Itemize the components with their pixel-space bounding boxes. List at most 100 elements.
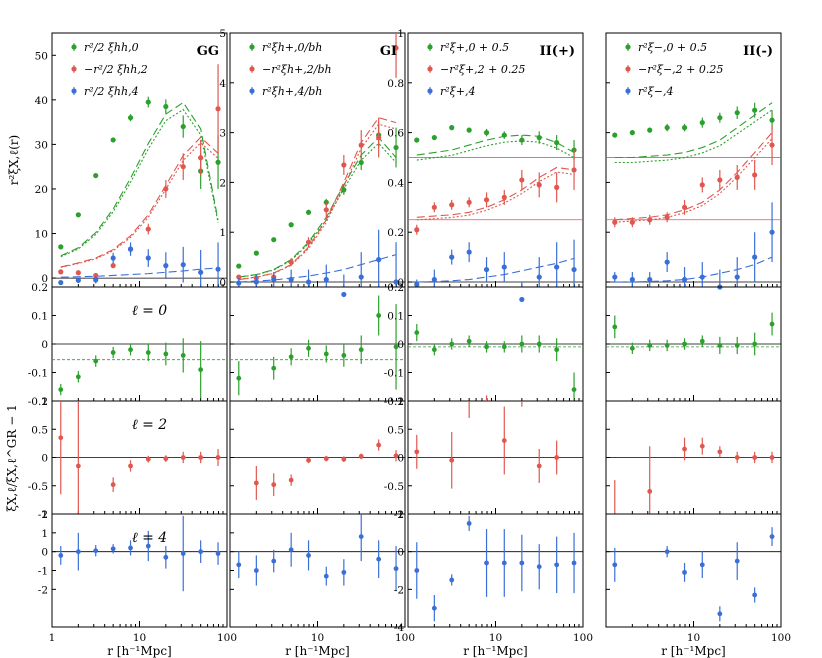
ratio-point <box>682 341 687 347</box>
ratio-point <box>752 341 758 347</box>
ratio-point <box>341 569 347 575</box>
ratio-y-tick-label: 0.5 <box>387 424 404 436</box>
ratio-y-tick-label: 0 <box>41 453 48 465</box>
data-l0-point <box>393 144 399 151</box>
ratio-point <box>699 562 705 568</box>
ratio-y-tick-label: -1 <box>38 566 48 578</box>
ratio-point <box>376 442 382 448</box>
data-l0-point <box>110 137 116 143</box>
data-l2-point <box>717 177 723 183</box>
ratio-point <box>376 313 382 318</box>
data-l4-point <box>376 257 382 263</box>
y-tick-label: 0 <box>397 277 404 289</box>
ratio-point <box>717 449 723 455</box>
x-tick-label: 10 <box>133 632 146 644</box>
y-tick-label: 0 <box>41 273 48 285</box>
ratio-point <box>198 455 204 460</box>
ratio-y-tick-label: 1 <box>397 396 404 408</box>
ratio-point <box>393 344 399 350</box>
ratio-point <box>571 560 577 566</box>
data-l0-point <box>236 263 242 269</box>
ratio-point <box>58 553 64 558</box>
ratio-point <box>288 547 294 553</box>
data-l4-point <box>358 274 364 280</box>
legend-label: r²/2 ξhh,4 <box>84 85 139 98</box>
data-l0-point <box>501 132 507 138</box>
data-l2-point <box>93 272 99 279</box>
data-l4-point <box>466 249 472 255</box>
data-l4-point <box>163 263 169 269</box>
data-l2-point <box>647 217 653 223</box>
data-l2-point <box>501 194 507 200</box>
data-l4-point <box>483 266 490 273</box>
ratio-y-tick-label: 1 <box>41 528 48 540</box>
ratio-point <box>414 449 420 455</box>
data-l4-point <box>734 274 740 280</box>
data-l2-point <box>431 204 437 210</box>
data-l2-point <box>145 226 151 232</box>
ratio-point <box>717 611 723 617</box>
ratio-point <box>163 554 169 560</box>
legend-label: −r²ξh+,2/bh <box>262 63 332 76</box>
data-l4-point <box>180 262 186 268</box>
ratio-frame <box>605 513 782 628</box>
ratio-point <box>734 455 740 460</box>
ratio-point <box>180 551 186 556</box>
x-axis-label: r [h⁻¹Mpc] <box>107 644 171 658</box>
model-l2 <box>238 117 397 281</box>
ratio-point <box>215 551 221 556</box>
y-tick-label: 1 <box>219 227 226 239</box>
ratio-point <box>110 350 116 355</box>
data-l4-point <box>198 269 204 275</box>
data-l2-point <box>393 45 399 51</box>
ratio-point <box>110 482 116 488</box>
ratio-point <box>612 324 618 330</box>
data-l2-point <box>358 142 364 148</box>
ratio-y-tick-label: -0.2 <box>384 396 404 408</box>
data-l2-point <box>536 182 542 188</box>
x-tick-label: 100 <box>395 632 415 644</box>
ratio-point <box>734 558 740 564</box>
ratio-point <box>163 456 169 462</box>
data-l0-point <box>358 159 364 166</box>
data-l0-point <box>253 250 259 256</box>
ratio-point <box>145 350 151 355</box>
data-l0-point <box>93 172 99 179</box>
ratio-y-tick-label: 1 <box>41 396 48 408</box>
ratio-point <box>431 605 437 611</box>
model-l0 <box>238 136 397 278</box>
x-tick-label: 100 <box>573 632 593 644</box>
ratio-point <box>341 456 347 462</box>
data-l2-point <box>664 214 670 220</box>
model-l2 <box>614 132 773 221</box>
ratio-point <box>253 480 259 486</box>
data-l2-point <box>571 167 577 173</box>
ratio-y-tick-label: -2 <box>38 584 48 596</box>
y-tick-label: 10 <box>35 229 48 241</box>
ratio-point <box>414 330 420 335</box>
ratio-point <box>145 543 151 549</box>
ratio-y-tick-label: -0.1 <box>28 368 48 380</box>
ratio-y-tick-label: -0.5 <box>384 481 404 493</box>
x-axis-label-2: r [h⁻¹Mpc] <box>285 644 349 658</box>
legend-label: r²ξ+,4 <box>440 85 475 98</box>
x-axis-label-3: r [h⁻¹Mpc] <box>463 644 527 658</box>
data-l4-point <box>236 280 242 286</box>
ratio-point <box>571 387 577 392</box>
data-l4-point <box>752 254 758 260</box>
x-tick-label: 10 <box>687 632 700 644</box>
ratio-point <box>449 341 455 347</box>
ratio-y-tick-label: 0 <box>397 547 404 559</box>
data-l0-point <box>717 115 723 121</box>
x-tick-label: 10 <box>311 632 324 644</box>
ratio-point <box>536 564 542 570</box>
ratio-point <box>306 345 311 351</box>
ratio-y-tick-label: 0 <box>41 339 48 351</box>
ratio-y-tick-label: -1 <box>394 509 404 521</box>
ratio-point <box>215 455 221 460</box>
data-l4-point <box>145 255 151 261</box>
data-l0-point <box>769 117 775 123</box>
data-l4-point <box>271 276 277 283</box>
data-l2-point <box>629 219 635 225</box>
ratio-point <box>323 351 329 357</box>
